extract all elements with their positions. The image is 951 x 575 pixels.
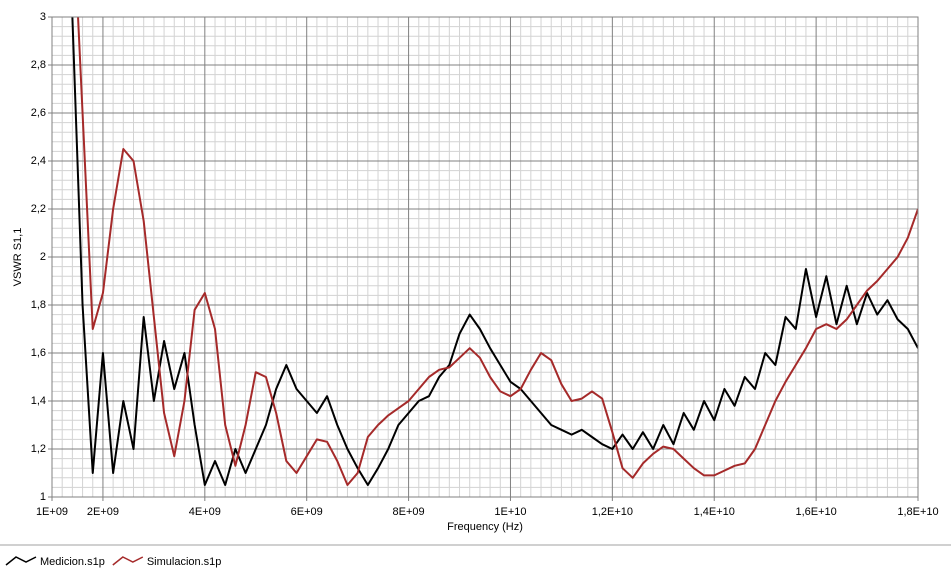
y-tick-label: 2,2 <box>31 203 46 215</box>
legend: Medicion.s1p Simulacion.s1p <box>5 556 222 568</box>
x-tick-label: 6E+09 <box>291 506 323 518</box>
x-tick-label: 2E+09 <box>87 506 119 518</box>
legend-label: Simulacion.s1p <box>147 556 222 568</box>
legend-swatch <box>112 556 144 566</box>
y-tick-label: 1,2 <box>31 443 46 455</box>
x-tick-label: 1,6E+10 <box>795 506 836 518</box>
x-tick-label: 1E+10 <box>494 506 526 518</box>
plot-frame <box>51 16 919 498</box>
y-tick-label: 2,8 <box>31 59 46 71</box>
x-tick-label: 8E+09 <box>393 506 425 518</box>
legend-swatch <box>5 556 37 566</box>
y-tick-label: 1,6 <box>31 347 46 359</box>
legend-label: Medicion.s1p <box>40 556 105 568</box>
y-axis-title: VSWR S1,1 <box>12 228 24 287</box>
y-tick-label: 2,4 <box>31 155 46 167</box>
series-line <box>71 17 918 486</box>
x-tick-label: 4E+09 <box>189 506 221 518</box>
x-tick-label: 1E+09 <box>36 506 68 518</box>
y-tick-label: 2,6 <box>31 107 46 119</box>
y-tick-label: 1,8 <box>31 299 46 311</box>
x-axis-title: Frequency (Hz) <box>447 521 523 533</box>
y-tick-label: 2 <box>40 251 46 263</box>
y-tick-label: 1 <box>40 491 46 503</box>
x-tick-label: 1,8E+10 <box>897 506 938 518</box>
y-tick-label: 1,4 <box>31 395 46 407</box>
series-line <box>77 17 918 486</box>
y-tick-label: 3 <box>40 11 46 23</box>
plot-lines <box>71 17 918 486</box>
x-tick-label: 1,4E+10 <box>694 506 735 518</box>
x-tick-label: 1,2E+10 <box>592 506 633 518</box>
